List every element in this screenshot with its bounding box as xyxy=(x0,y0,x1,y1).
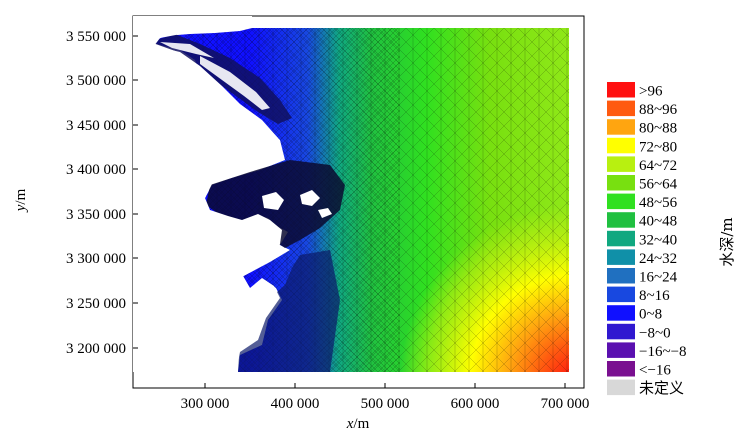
legend-label: <−16 xyxy=(639,363,671,379)
legend-swatch xyxy=(607,175,635,191)
x-tick-labels: 300 000 400 000 500 000 600 000 700 000 xyxy=(181,396,590,412)
legend-swatch xyxy=(607,156,635,172)
y-axis-title: y/m xyxy=(13,188,29,213)
legend-swatch xyxy=(607,342,635,358)
legend-swatch xyxy=(607,194,635,210)
depth-legend: >96 88~96 80~88 72~80 64~72 56~64 48~56 40~48 32… xyxy=(607,82,687,397)
legend-label: 72~80 xyxy=(639,139,677,155)
legend-swatch xyxy=(607,305,635,321)
legend-label: 56~64 xyxy=(639,177,678,193)
legend-swatch xyxy=(607,119,635,135)
legend-label: >96 xyxy=(639,84,663,100)
legend-label: 8~16 xyxy=(639,288,670,304)
y-tick-label: 3 450 000 xyxy=(66,118,126,134)
y-tick-label: 3 300 000 xyxy=(66,251,126,267)
legend-label: 40~48 xyxy=(639,214,677,230)
legend-swatch xyxy=(607,268,635,284)
legend-label: 未定义 xyxy=(639,380,684,397)
legend-label: 64~72 xyxy=(639,158,677,174)
x-tick-label: 300 000 xyxy=(181,396,230,412)
legend-swatch xyxy=(607,101,635,117)
legend-label: 32~40 xyxy=(639,232,677,248)
x-tick-label: 400 000 xyxy=(271,396,320,412)
x-axis-title: x/m xyxy=(346,416,370,432)
legend-label: 48~56 xyxy=(639,195,678,211)
legend-swatch xyxy=(607,287,635,303)
legend-swatch xyxy=(607,82,635,98)
y-tick-label: 3 250 000 xyxy=(66,296,126,312)
y-tick-label: 3 500 000 xyxy=(66,73,126,89)
x-tick-label: 600 000 xyxy=(451,396,500,412)
x-tick-label: 700 000 xyxy=(541,396,590,412)
y-tick-label: 3 200 000 xyxy=(66,341,126,357)
legend-swatch xyxy=(607,212,635,228)
legend-swatch xyxy=(607,324,635,340)
legend-label: 0~8 xyxy=(639,307,662,323)
legend-swatch xyxy=(607,231,635,247)
y-tick-label: 3 550 000 xyxy=(66,29,126,45)
y-tick-labels: 3 550 000 3 500 000 3 450 000 3 400 000 … xyxy=(66,29,126,357)
legend-label: 88~96 xyxy=(639,102,678,118)
legend-label: 80~88 xyxy=(639,121,677,137)
legend-label: −16~−8 xyxy=(639,344,687,360)
legend-swatch xyxy=(607,249,635,265)
legend-label: 16~24 xyxy=(639,270,678,286)
legend-label: 24~32 xyxy=(639,251,677,267)
bathymetry-field xyxy=(133,16,580,380)
legend-label: −8~0 xyxy=(639,325,671,341)
x-tick-label: 500 000 xyxy=(361,396,410,412)
y-tick-label: 3 350 000 xyxy=(66,207,126,223)
legend-title: 水深/m xyxy=(718,217,736,266)
y-tick-label: 3 400 000 xyxy=(66,162,126,178)
legend-swatch xyxy=(607,138,635,154)
legend-swatch xyxy=(607,380,635,396)
legend-swatch xyxy=(607,361,635,377)
